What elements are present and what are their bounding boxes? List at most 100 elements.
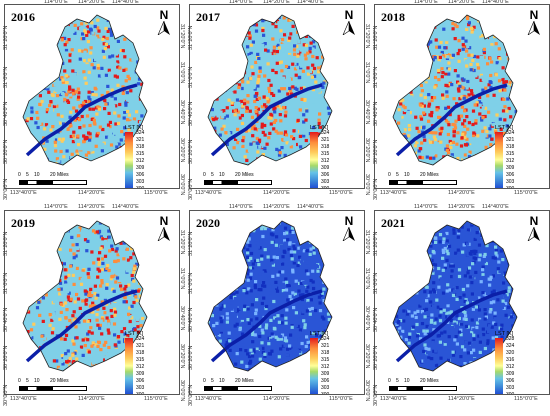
lst-pixel (146, 236, 147, 240)
lst-pixel (290, 257, 294, 261)
lst-pixel (435, 19, 439, 23)
lst-pixel (450, 318, 454, 322)
lst-pixel (429, 114, 433, 118)
lst-pixel (53, 83, 57, 87)
lst-pixel (75, 38, 79, 42)
lst-pixel (227, 253, 232, 257)
lst-pixel (143, 64, 147, 68)
lst-pixel (209, 277, 213, 281)
lst-pixel (25, 157, 29, 161)
lst-pixel (222, 309, 226, 313)
lst-pixel (262, 136, 266, 140)
lst-pixel (449, 146, 453, 150)
lst-pixel (455, 286, 459, 290)
lst-pixel (492, 59, 496, 63)
lst-pixel (289, 32, 293, 36)
lst-pixel (87, 100, 91, 104)
lst-pixel (461, 86, 465, 90)
lst-pixel (80, 103, 84, 108)
lst-pixel (294, 279, 298, 283)
lst-pixel (424, 254, 428, 258)
lst-pixel (489, 301, 493, 305)
lst-pixel (518, 307, 521, 310)
lst-pixel (139, 17, 143, 21)
lst-pixel (280, 40, 284, 44)
lst-pixel (208, 74, 209, 78)
lst-pixel (452, 348, 456, 352)
lst-pixel (122, 16, 127, 20)
lst-pixel (284, 288, 289, 292)
lst-pixel (393, 30, 395, 34)
lst-pixel (409, 259, 413, 263)
lst-pixel (334, 84, 337, 87)
lst-pixel (509, 317, 513, 321)
lst-pixel (273, 316, 277, 320)
lst-pixel (226, 287, 230, 291)
lst-pixel (84, 48, 88, 52)
lst-pixel (439, 297, 443, 301)
lst-pixel (39, 41, 43, 45)
lst-pixel (272, 255, 276, 259)
lst-pixel (510, 73, 514, 77)
lst-pixel (324, 26, 328, 30)
lst-pixel (247, 149, 252, 153)
lst-pixel (35, 81, 39, 85)
lst-pixel (306, 301, 311, 305)
lst-pixel (145, 271, 147, 275)
lst-pixel (330, 15, 332, 19)
lst-pixel (335, 285, 338, 288)
lst-pixel (85, 249, 89, 253)
lst-pixel (309, 247, 313, 251)
lst-pixel (218, 235, 222, 239)
lst-pixel (480, 118, 484, 122)
lst-pixel (224, 289, 228, 293)
lst-pixel (231, 238, 236, 242)
lst-pixel (31, 343, 35, 347)
legend-tick: 306 (506, 172, 515, 178)
lst-pixel (271, 68, 275, 72)
lst-pixel (258, 246, 262, 250)
lst-pixel (499, 231, 503, 235)
lst-pixel (311, 332, 315, 336)
lst-pixel (429, 40, 433, 44)
lst-pixel (234, 239, 238, 243)
lst-pixel (285, 262, 289, 266)
lst-pixel (442, 23, 446, 28)
lst-pixel (457, 82, 461, 86)
lst-pixel (71, 140, 75, 144)
lst-pixel (208, 37, 209, 41)
legend-tick: 318 (506, 144, 515, 150)
lst-pixel (113, 21, 117, 26)
lst-pixel (399, 335, 403, 339)
lst-pixel (267, 116, 271, 120)
lst-pixel (72, 256, 76, 260)
lst-pixel (86, 40, 90, 44)
lst-pixel (122, 276, 126, 280)
lst-pixel (513, 326, 517, 330)
legend-tick: 303 (321, 385, 330, 391)
lst-pixel (230, 21, 234, 25)
lst-pixel (426, 108, 430, 112)
lst-pixel (144, 42, 147, 46)
lst-pixel (35, 78, 39, 82)
lst-pixel (35, 306, 40, 310)
lst-pixel (91, 31, 95, 35)
lst-pixel (48, 103, 52, 108)
lst-pixel (220, 305, 224, 309)
lst-pixel (112, 131, 116, 135)
lst-pixel (83, 289, 87, 293)
lst-pixel (394, 30, 398, 34)
lst-pixel (218, 366, 222, 370)
lst-pixel (416, 47, 420, 51)
lst-pixel (48, 313, 52, 317)
lst-pixel (57, 91, 61, 95)
lst-pixel (515, 267, 517, 271)
lst-pixel (243, 304, 247, 308)
lst-pixel (436, 142, 440, 146)
lst-pixel (40, 26, 44, 30)
lst-pixel (504, 221, 508, 223)
lst-pixel (236, 262, 240, 266)
lst-pixel (443, 342, 447, 346)
lst-pixel (64, 270, 68, 274)
lst-pixel (65, 81, 69, 85)
